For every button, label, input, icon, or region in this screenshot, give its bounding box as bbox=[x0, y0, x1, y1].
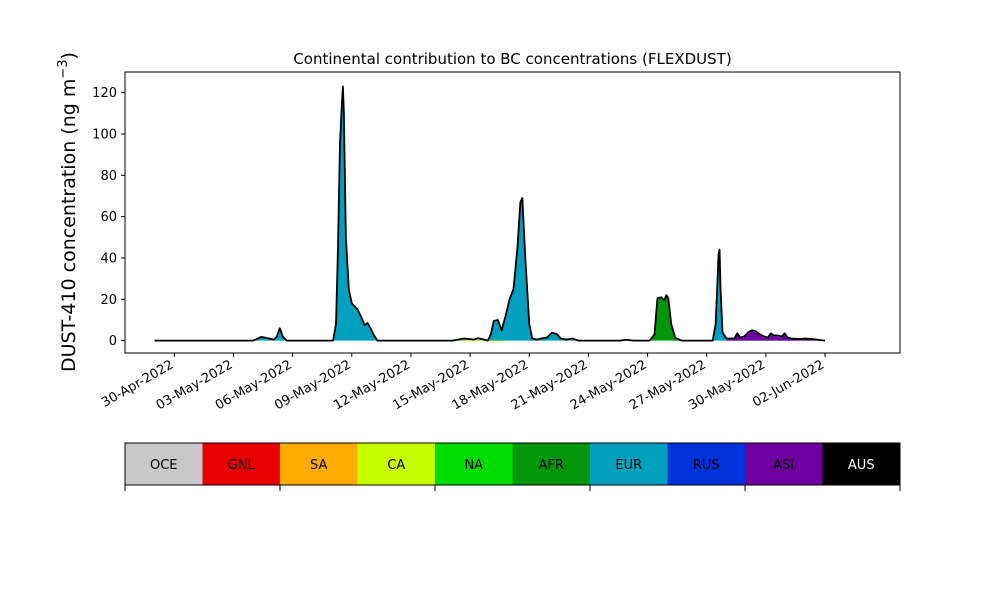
legend-colorbar: OCE GNL SA CA NA AFR EUR RUS ASI AUS bbox=[124, 442, 901, 491]
legend-label-aus: AUS bbox=[848, 458, 875, 473]
legend-swatch-na bbox=[435, 443, 513, 485]
legend-label-eur: EUR bbox=[615, 458, 642, 473]
y-tick-label: 80 bbox=[100, 169, 117, 184]
y-tick-label: 40 bbox=[100, 251, 117, 266]
legend-label-sa: SA bbox=[310, 458, 327, 473]
legend-label-na: NA bbox=[464, 458, 483, 473]
legend-label-ca: CA bbox=[387, 458, 405, 473]
total-line-layer bbox=[154, 85, 826, 342]
legend-swatch-ca bbox=[357, 443, 436, 485]
y-tick-label: 60 bbox=[100, 210, 117, 225]
legend-swatch-oce bbox=[125, 443, 203, 485]
y-axis-label: DUST-410 concentration (ng m−3) bbox=[56, 52, 80, 372]
legend-label-afr: AFR bbox=[539, 458, 564, 473]
series-area-afr bbox=[639, 295, 682, 341]
y-tick-label: 100 bbox=[92, 127, 117, 142]
legend-swatch-asi bbox=[745, 443, 823, 485]
y-tick-label: 20 bbox=[100, 293, 117, 308]
legend-label-rus: RUS bbox=[693, 458, 720, 473]
legend-swatch-aus bbox=[822, 443, 901, 485]
legend-swatch-rus bbox=[667, 443, 746, 485]
legend-swatch-eur bbox=[590, 443, 668, 485]
legend-label-oce: OCE bbox=[150, 458, 178, 473]
legend-label-asi: ASI bbox=[773, 458, 794, 473]
y-axis-label-exponent: −3 bbox=[56, 59, 71, 78]
y-axis-label-main: DUST-410 concentration (ng m bbox=[58, 79, 80, 372]
legend-swatch-sa bbox=[280, 443, 358, 485]
total-line bbox=[154, 85, 826, 342]
plot-frame bbox=[124, 71, 901, 354]
y-tick-label: 120 bbox=[92, 86, 117, 101]
x-axis: 30-Apr-202203-May-202206-May-202209-May-… bbox=[99, 353, 827, 413]
y-axis: 0 20 40 60 80 100 120 bbox=[92, 86, 125, 349]
legend-label-gnl: GNL bbox=[228, 458, 256, 473]
legend-swatch-gnl bbox=[202, 443, 281, 485]
y-tick-label: 0 bbox=[109, 334, 117, 349]
legend-swatch-afr bbox=[512, 443, 591, 485]
chart-title: Continental contribution to BC concentra… bbox=[293, 50, 731, 68]
legend-frame bbox=[124, 442, 901, 486]
y-axis-label-close: ) bbox=[58, 52, 80, 59]
